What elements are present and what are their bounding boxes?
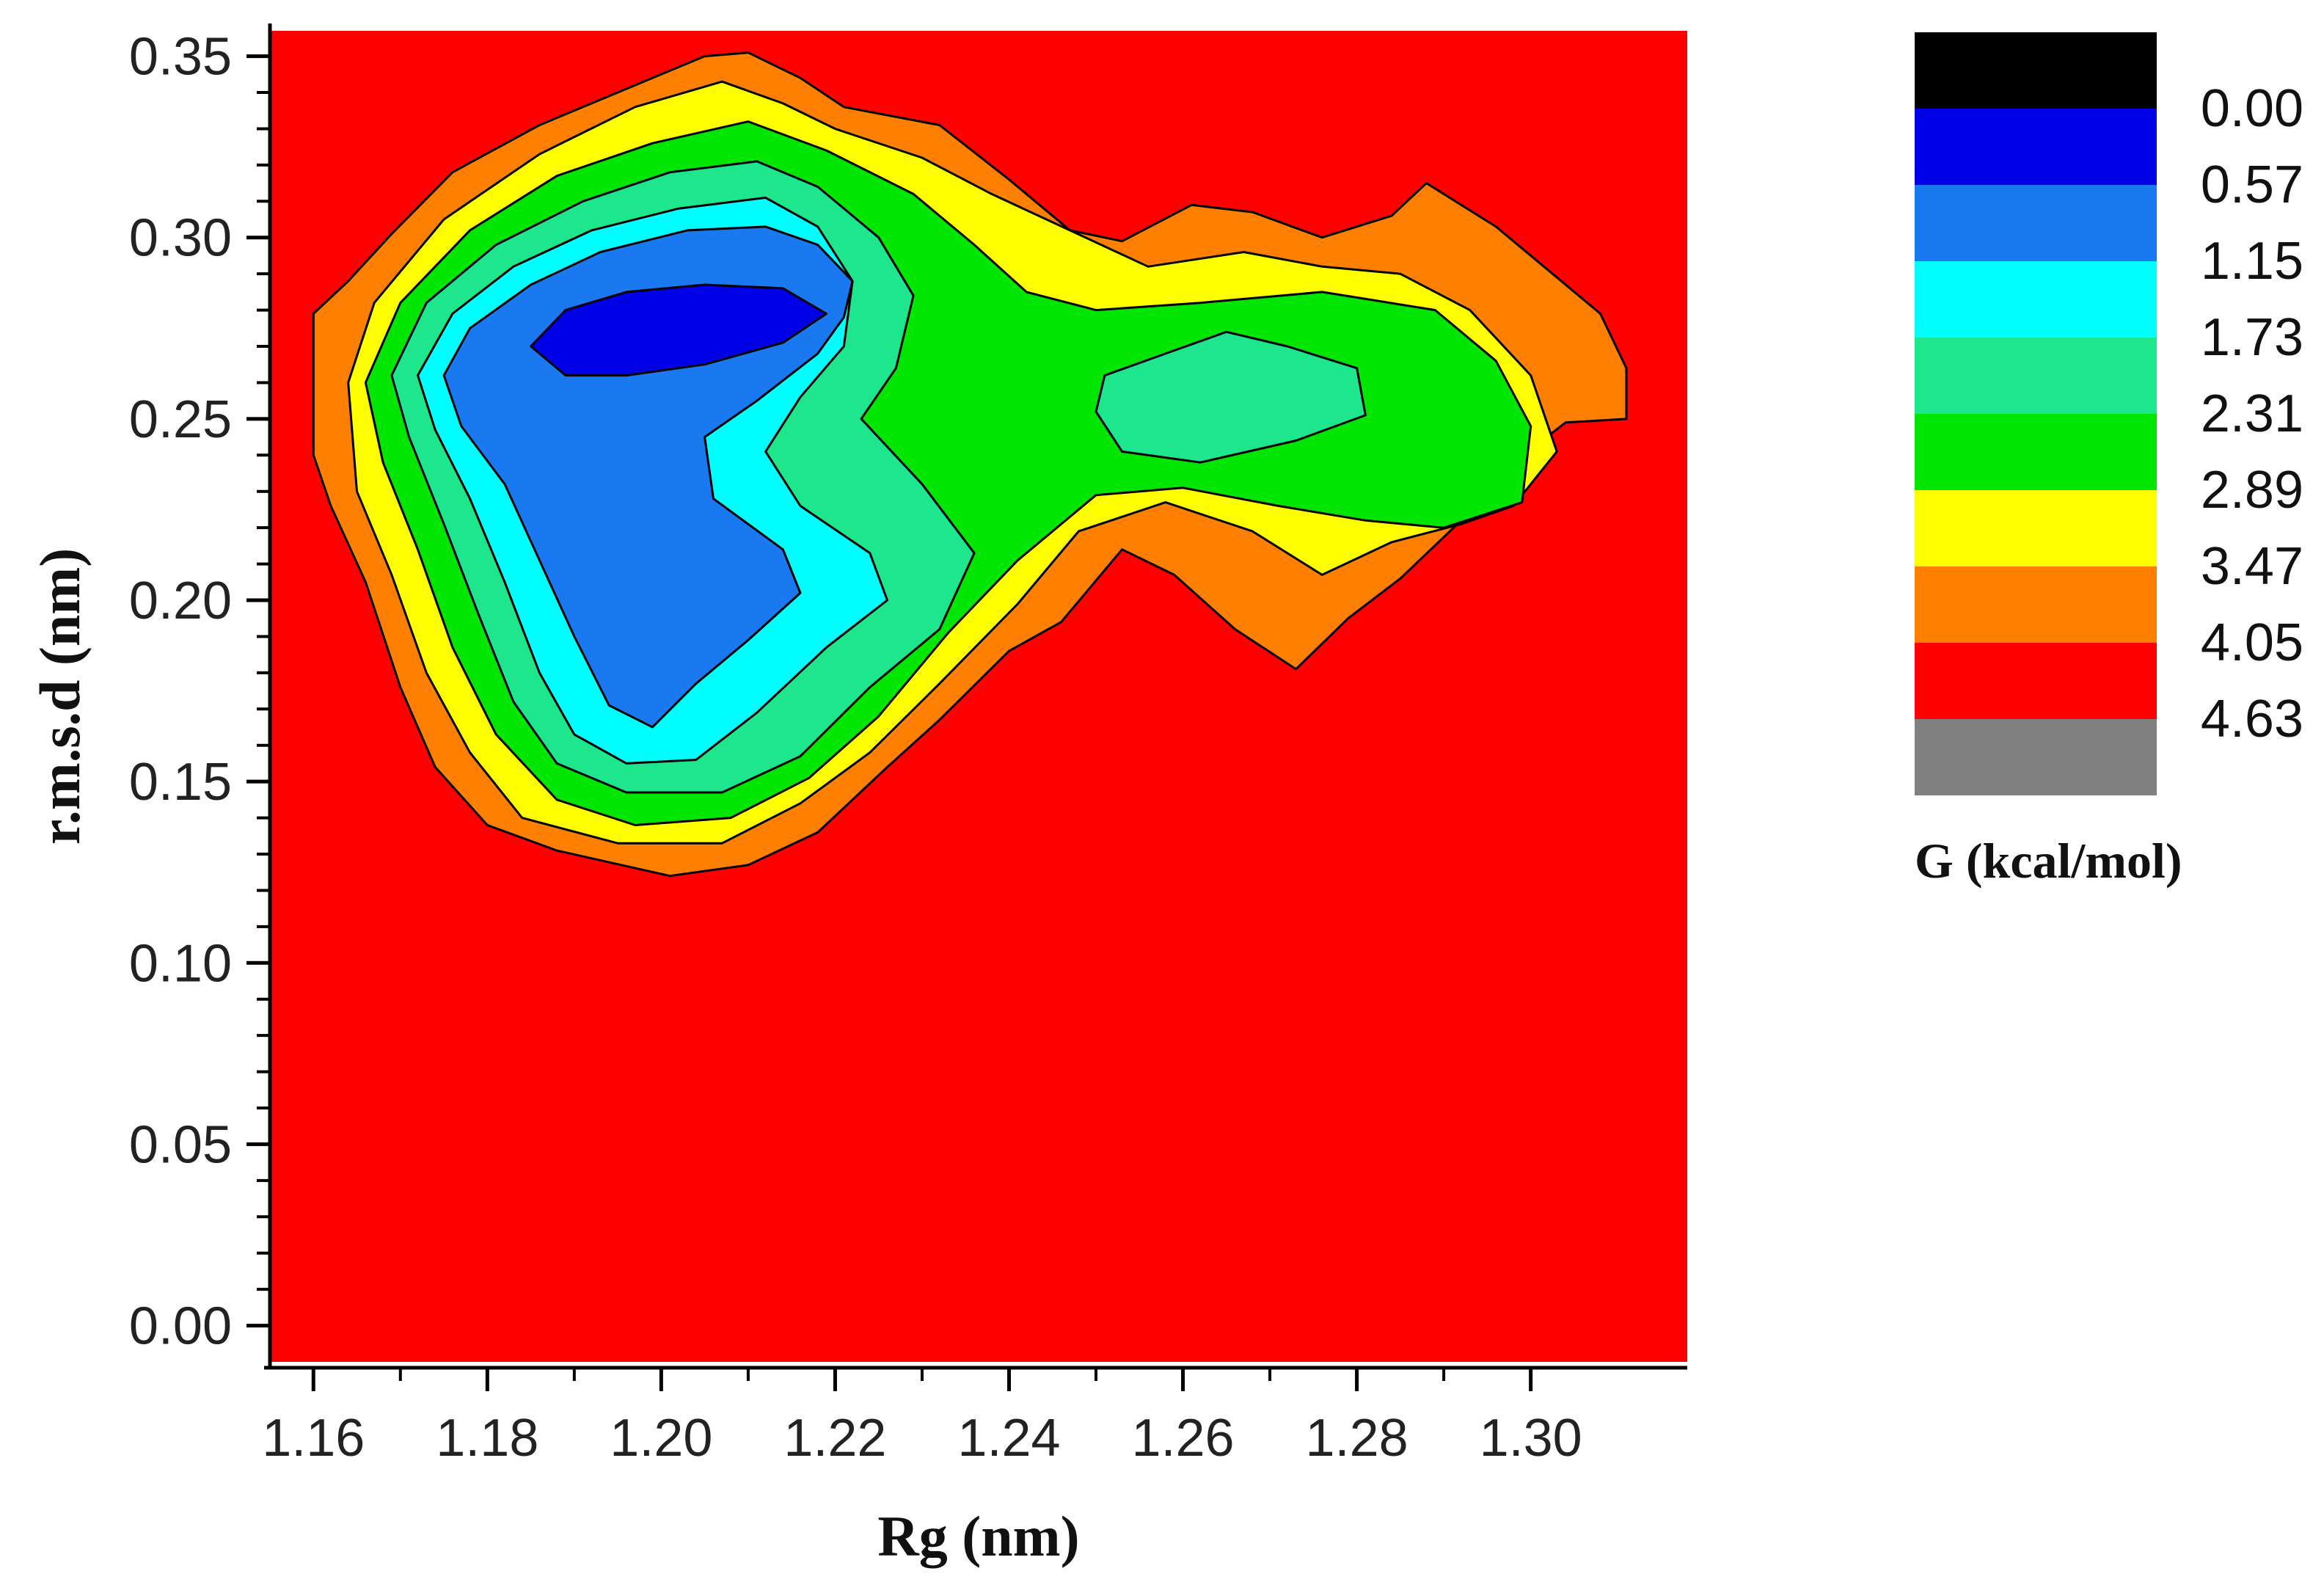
contour-region-7 [530, 283, 828, 377]
x-axis-title: Rg (nm) [877, 1504, 1079, 1568]
y-tick-label-7: 0.35 [129, 28, 232, 87]
colorbar: 0.00 0.57 1.15 1.73 2.31 2.89 3.47 4.05 4.63 G (k… [1915, 32, 2303, 889]
colorbar-label-0: 0.00 [2201, 79, 2303, 138]
y-axis-title: r.m.s.d (nm) [28, 548, 92, 845]
colorbar-swatch-2 [1915, 185, 2157, 261]
colorbar-label-1: 0.57 [2201, 156, 2303, 214]
colorbar-swatch-3 [1915, 261, 2157, 338]
colorbar-swatch-8 [1915, 643, 2157, 719]
x-tick-label-1: 1.18 [436, 1409, 538, 1468]
colorbar-label-5: 2.89 [2201, 461, 2303, 520]
colorbar-swatch-0 [1915, 32, 2157, 109]
colorbar-swatch-4 [1915, 338, 2157, 414]
x-tick-label-4: 1.24 [957, 1409, 1060, 1468]
x-tick-label-3: 1.22 [783, 1409, 886, 1468]
x-tick-label-6: 1.28 [1306, 1409, 1408, 1468]
x-tick-label-7: 1.30 [1480, 1409, 1582, 1468]
x-tick-label-0: 1.16 [262, 1409, 365, 1468]
colorbar-swatch-1 [1915, 109, 2157, 185]
colorbar-swatch-7 [1915, 566, 2157, 643]
colorbar-label-3: 1.73 [2201, 308, 2303, 367]
colorbar-label-2: 1.15 [2201, 232, 2303, 291]
x-tick-label-2: 1.20 [610, 1409, 712, 1468]
y-tick-label-5: 0.25 [129, 390, 232, 449]
y-tick-label-4: 0.20 [129, 572, 232, 630]
colorbar-label-7: 4.05 [2201, 613, 2303, 672]
colorbar-swatch-9 [1915, 719, 2157, 795]
y-tick-label-1: 0.05 [129, 1115, 232, 1174]
colorbar-label-6: 3.47 [2201, 537, 2303, 596]
contour-fills [312, 51, 1628, 878]
colorbar-swatch-6 [1915, 490, 2157, 566]
y-tick-label-6: 0.30 [129, 209, 232, 268]
colorbar-label-4: 2.31 [2201, 384, 2303, 443]
x-tick-label-5: 1.26 [1131, 1409, 1234, 1468]
y-tick-label-3: 0.15 [129, 753, 232, 812]
y-tick-label-2: 0.10 [129, 934, 232, 993]
colorbar-swatch-5 [1915, 414, 2157, 490]
colorbar-label-8: 4.63 [2201, 690, 2303, 748]
colorbar-title: G (kcal/mol) [1915, 833, 2182, 889]
plot-area [270, 31, 1687, 1362]
axes: 1.16 1.18 1.20 1.22 1.24 1.26 1.28 1.30 0.00 0.05… [28, 23, 1687, 1568]
y-tick-label-0: 0.00 [129, 1297, 232, 1356]
contour-region-4 [1095, 330, 1367, 464]
